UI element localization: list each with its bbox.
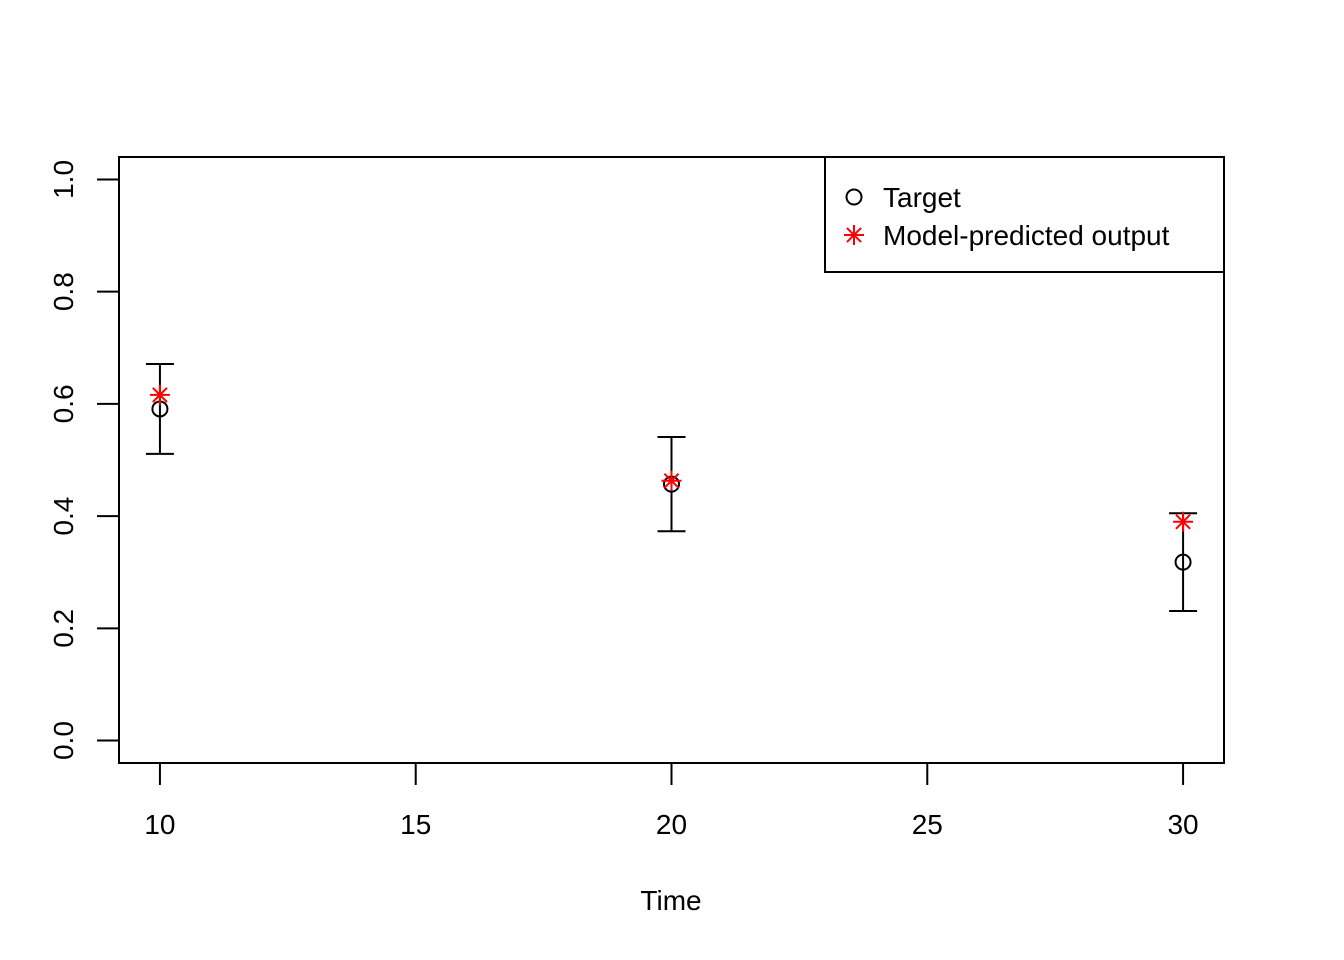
x-axis-label: Time	[640, 885, 701, 916]
x-tick-label: 20	[656, 809, 687, 840]
point	[1173, 511, 1194, 532]
y-tick-label: 0.8	[48, 272, 79, 311]
x-tick-label: 15	[400, 809, 431, 840]
y-tick-label: 0.6	[48, 384, 79, 423]
y-tick-label: 0.2	[48, 609, 79, 648]
error-bar	[145, 363, 174, 455]
legend-label: Model-predicted output	[883, 220, 1170, 251]
legend-box	[824, 156, 1225, 273]
legend-marker	[844, 225, 864, 245]
x-tick-label: 10	[144, 809, 175, 840]
point	[1174, 553, 1192, 571]
legend-label: Target	[883, 182, 961, 213]
y-tick-label: 0.4	[48, 497, 79, 536]
y-tick-label: 1.0	[48, 160, 79, 199]
legend-marker	[845, 188, 863, 206]
x-tick-label: 25	[912, 809, 943, 840]
point	[149, 384, 170, 405]
y-tick-label: 0.0	[48, 721, 79, 760]
point	[661, 470, 682, 491]
x-tick-label: 30	[1167, 809, 1198, 840]
